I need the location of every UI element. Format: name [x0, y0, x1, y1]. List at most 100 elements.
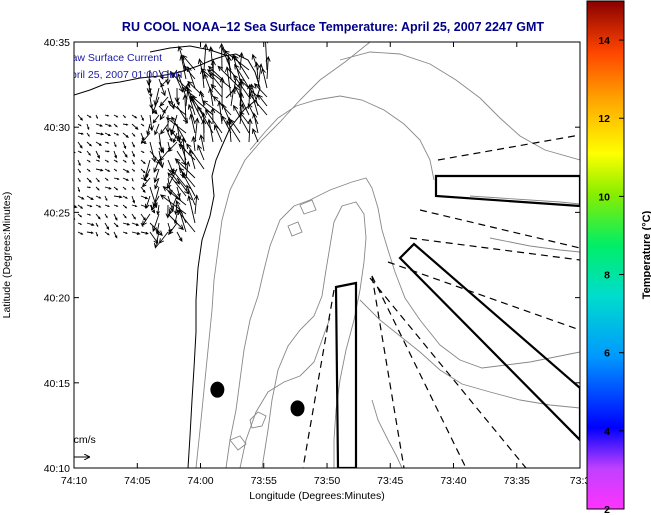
current-vector: [149, 222, 163, 237]
current-vector: [69, 232, 72, 233]
current-vector: [140, 222, 144, 228]
contour-line: [249, 95, 435, 181]
current-vector: [113, 213, 118, 221]
bathymetry-contours: [195, 42, 580, 468]
current-vector: [104, 195, 108, 202]
current-vector: [230, 88, 236, 107]
current-vector: [122, 150, 128, 158]
current-vector: [104, 132, 112, 136]
current-vector: [113, 231, 118, 239]
current-vector: [210, 107, 216, 125]
annotation-timestamp: April 25, 2007 01:00 GMT: [64, 69, 185, 81]
current-vector: [113, 114, 119, 118]
current-vector: [104, 231, 110, 236]
current-vector: [158, 105, 166, 114]
contour-line: [287, 221, 303, 237]
current-vector: [131, 150, 135, 158]
current-vector: [153, 168, 160, 184]
current-vector: [226, 120, 241, 143]
current-vector: [60, 169, 65, 171]
current-vector: [104, 213, 108, 219]
current-vector: [95, 195, 102, 199]
current-vector: [77, 231, 84, 235]
y-tick-label: 40:25: [44, 207, 70, 219]
current-vector: [77, 168, 81, 174]
current-vector: [197, 144, 205, 161]
current-vector: [217, 65, 241, 89]
current-vector: [140, 132, 151, 144]
current-vector: [74, 151, 76, 154]
current-vector: [151, 195, 160, 211]
current-vector: [69, 160, 73, 164]
y-tick-label: 40:20: [44, 293, 70, 305]
current-vector: [170, 71, 187, 89]
current-vector: [176, 231, 183, 243]
annotation-raw-current: Raw Surface Current: [64, 52, 162, 64]
current-vector: [113, 132, 120, 136]
current-vector: [207, 118, 214, 143]
current-vector: [69, 169, 73, 175]
current-vector: [198, 90, 205, 107]
current-vector: [141, 177, 151, 188]
current-vector: [160, 123, 169, 135]
current-vector: [226, 116, 232, 143]
current-vector: [263, 42, 269, 71]
current-vector: [131, 204, 138, 208]
radial-dashed-lines: [302, 134, 580, 468]
current-vector: [249, 89, 259, 116]
current-vector: [252, 112, 259, 134]
current-vector: [238, 51, 244, 71]
current-vector: [69, 178, 72, 182]
footprint-polygon: [434, 174, 580, 208]
current-vector: [167, 132, 173, 143]
current-vector: [254, 61, 260, 80]
current-vector: [60, 187, 66, 189]
contour-line: [359, 299, 580, 409]
current-vector: [174, 87, 180, 104]
current-vector: [179, 54, 187, 80]
current-vector: [113, 123, 118, 128]
colorbar-tick-label: 2: [604, 504, 610, 515]
current-vector: [205, 109, 223, 134]
current-vector: [173, 213, 178, 225]
current-vector: [171, 116, 187, 143]
current-vector: [104, 177, 109, 181]
current-vector: [233, 104, 250, 134]
current-vector: [104, 114, 110, 117]
chart-title: RU COOL NOAA–12 Sea Surface Temperature:…: [122, 20, 545, 34]
current-vector: [203, 43, 209, 71]
current-vector: [144, 195, 151, 210]
current-vector: [86, 222, 95, 226]
plot-background: [74, 42, 580, 468]
current-vector: [60, 115, 63, 119]
current-vector: [122, 231, 128, 234]
current-vector: [186, 184, 196, 206]
current-vector: [95, 123, 103, 127]
current-vector: [60, 151, 65, 153]
y-tick-label: 40:10: [44, 463, 70, 475]
current-vector: [239, 111, 250, 125]
current-vector: [158, 78, 166, 97]
current-vector: [158, 132, 164, 154]
current-vector: [86, 213, 92, 216]
contour-line: [249, 411, 267, 429]
current-vector: [77, 213, 83, 218]
current-vector: [252, 128, 259, 143]
x-tick-label: 73:45: [377, 475, 403, 487]
current-vector: [170, 128, 187, 152]
contour-line: [261, 201, 367, 468]
current-vector: [140, 186, 146, 194]
current-vector: [247, 118, 253, 143]
current-vector: [187, 103, 196, 125]
current-vector: [122, 186, 127, 190]
current-vector: [86, 168, 91, 172]
current-vector: [131, 114, 138, 119]
current-vector: [186, 143, 205, 170]
x-tick-label: 74:05: [124, 475, 150, 487]
current-vector: [140, 213, 147, 221]
current-vector: [95, 186, 100, 191]
contour-line: [195, 42, 371, 468]
colorbar-tick-label: 4: [604, 426, 610, 438]
current-vector: [77, 123, 82, 127]
